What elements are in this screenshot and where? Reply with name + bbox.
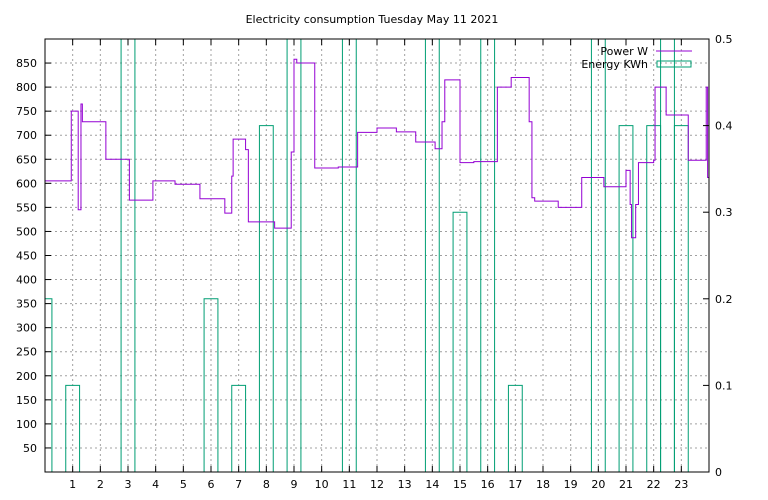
x-tick-label: 10 — [315, 478, 329, 491]
x-tick-label: 7 — [235, 478, 242, 491]
energy-bar — [258, 125, 274, 472]
y-left-tick-label: 700 — [16, 129, 37, 142]
energy-bar — [673, 125, 689, 472]
x-tick-label: 18 — [536, 478, 550, 491]
x-tick-label: 14 — [425, 478, 439, 491]
x-tick-label: 4 — [152, 478, 159, 491]
y-left-tick-label: 550 — [16, 201, 37, 214]
y-left-tick-label: 600 — [16, 177, 37, 190]
y-right-tick-label: 0.5 — [715, 33, 733, 46]
x-tick-label: 15 — [453, 478, 467, 491]
energy-bar — [65, 384, 81, 472]
y-left-tick-label: 450 — [16, 250, 37, 263]
y-left-tick-label: 750 — [16, 105, 37, 118]
x-tick-label: 3 — [125, 478, 132, 491]
y-left-tick-label: 400 — [16, 274, 37, 287]
y-right-tick-label: 0.4 — [715, 120, 733, 133]
y-left-tick-label: 350 — [16, 298, 37, 311]
energy-bar — [452, 211, 468, 472]
y-right-tick-label: 0 — [715, 466, 722, 479]
x-tick-label: 2 — [97, 478, 104, 491]
x-tick-label: 17 — [508, 478, 522, 491]
y-left-tick-label: 150 — [16, 394, 37, 407]
x-tick-label: 22 — [647, 478, 661, 491]
y-left-tick-label: 100 — [16, 418, 37, 431]
axes: 1 2 3 4 5 6 7 8 9 10 11 12 13 14 15 16 17 18 19 20 21 22 23501… — [16, 33, 733, 491]
y-left-tick-label: 200 — [16, 370, 37, 383]
legend-label-energy: Energy KWh — [581, 58, 648, 71]
x-tick-label: 19 — [564, 478, 578, 491]
chart-title: Electricity consumption Tuesday May 11 2… — [246, 13, 499, 26]
x-tick-label: 11 — [342, 478, 356, 491]
energy-bar — [203, 298, 219, 472]
x-tick-label: 9 — [291, 478, 298, 491]
energy-bar — [231, 384, 247, 472]
y-right-tick-label: 0.3 — [715, 206, 733, 219]
x-tick-label: 1 — [69, 478, 76, 491]
x-tick-label: 16 — [481, 478, 495, 491]
power-line-layer — [45, 58, 709, 239]
y-left-tick-label: 50 — [23, 442, 37, 455]
legend-label-power: Power W — [600, 45, 648, 58]
x-tick-label: 5 — [180, 478, 187, 491]
power-line — [45, 58, 709, 239]
energy-bar — [44, 298, 53, 472]
y-right-tick-label: 0.1 — [715, 379, 733, 392]
x-tick-label: 20 — [591, 478, 605, 491]
energy-bar — [507, 384, 523, 472]
plot-border — [44, 38, 710, 473]
x-tick-label: 8 — [263, 478, 270, 491]
energy-bar — [618, 125, 634, 472]
legend-swatch-energy — [656, 60, 692, 68]
x-tick-label: 21 — [619, 478, 633, 491]
x-tick-label: 6 — [208, 478, 215, 491]
y-left-tick-label: 850 — [16, 57, 37, 70]
x-tick-label: 23 — [674, 478, 688, 491]
y-left-tick-label: 250 — [16, 346, 37, 359]
y-left-tick-label: 800 — [16, 81, 37, 94]
y-left-tick-label: 300 — [16, 322, 37, 335]
x-tick-label: 13 — [398, 478, 412, 491]
legend: Power W Energy KWh — [581, 45, 692, 71]
y-left-tick-label: 650 — [16, 153, 37, 166]
grid-layer — [45, 39, 709, 472]
x-tick-label: 12 — [370, 478, 384, 491]
y-left-tick-label: 500 — [16, 225, 37, 238]
y-right-tick-label: 0.2 — [715, 293, 733, 306]
energy-bar — [660, 38, 675, 472]
